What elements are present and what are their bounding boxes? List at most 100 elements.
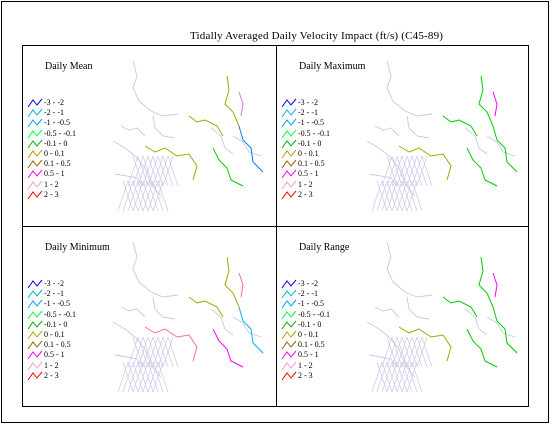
legend-item: 2 - 3 — [27, 190, 76, 200]
channel-outline — [374, 306, 400, 318]
legend-swatch — [27, 361, 43, 370]
legend-label: 0.1 - 0.5 — [298, 159, 325, 169]
channel-impact — [238, 91, 244, 117]
legend-label: 0.1 - 0.5 — [44, 340, 71, 350]
legend-label: 0.5 - 1 — [298, 169, 319, 179]
legend-swatch — [281, 371, 297, 381]
legend-line — [281, 139, 297, 149]
legend-swatch — [281, 300, 297, 309]
legend-label: -0.1 - 0 — [44, 138, 68, 148]
legend-swatch — [281, 190, 297, 200]
channel-outline — [392, 281, 433, 298]
legend-line — [27, 119, 43, 128]
bay-mesh — [117, 180, 169, 212]
legend-item: 2 - 3 — [281, 190, 330, 200]
bay-mesh — [371, 180, 423, 212]
legend-label: -0.1 - 0 — [44, 319, 68, 329]
channel-impact — [238, 272, 244, 298]
legend: -3 - -2 -2 - -1 -1 - -0.5 -0.5 - -0.1 -0.1 -… — [27, 279, 76, 381]
legend-line — [27, 170, 43, 179]
figure-title: Tidally Averaged Daily Velocity Impact (… — [190, 30, 444, 42]
legend-item: -3 - -2 — [281, 98, 330, 108]
channel-outline — [120, 306, 146, 318]
legend-line — [27, 289, 43, 299]
legend-item: -0.1 - 0 — [281, 320, 330, 330]
legend-swatch — [27, 310, 43, 319]
legend-label: -1 - -0.5 — [44, 299, 70, 309]
legend-item: 1 - 2 — [27, 361, 76, 371]
legend-line — [281, 129, 297, 138]
legend-label: -2 - -1 — [298, 289, 318, 299]
channel-outline — [386, 241, 394, 283]
legend-swatch — [27, 300, 43, 309]
legend-item: 0 - 0.1 — [281, 330, 330, 340]
panel-daily-mean: Daily Mean -3 - -2 -2 - -1 -1 - -0.5 -0.5 - … — [23, 46, 277, 227]
legend-line — [281, 371, 297, 381]
legend-line — [281, 310, 297, 319]
legend-swatch — [27, 320, 43, 330]
legend-swatch — [27, 159, 43, 169]
legend-line — [27, 361, 43, 370]
legend-label: 1 - 2 — [298, 360, 313, 370]
legend-swatch — [281, 310, 297, 319]
legend-item: 0.5 - 1 — [27, 169, 76, 179]
legend-item: -3 - -2 — [27, 279, 76, 289]
legend-swatch — [281, 170, 297, 179]
channel-impact — [144, 326, 198, 362]
channel-outline — [406, 115, 430, 139]
channel-outline — [486, 316, 516, 338]
channel-outline — [464, 127, 488, 155]
channel-outline — [232, 316, 262, 338]
legend-swatch — [281, 330, 297, 340]
legend-line — [27, 129, 43, 138]
legend-line — [27, 139, 43, 149]
legend-item: 0.1 - 0.5 — [27, 159, 76, 169]
channel-outline — [464, 308, 488, 336]
channel-outline — [486, 135, 516, 157]
panel-title: Daily Maximum — [299, 61, 366, 72]
channel-outline — [138, 281, 179, 298]
legend-swatch — [27, 139, 43, 149]
channel-outline — [368, 173, 398, 187]
delta-map — [366, 60, 518, 212]
legend-item: -1 - -0.5 — [27, 118, 76, 128]
legend-item: -3 - -2 — [27, 98, 76, 108]
legend-label: 0 - 0.1 — [298, 330, 319, 340]
legend-line — [281, 190, 297, 200]
legend-line — [27, 320, 43, 330]
channel-outline — [406, 296, 430, 320]
legend-item: -0.5 - -0.1 — [27, 310, 76, 320]
channel-outline — [114, 354, 144, 368]
bay-mesh — [127, 336, 179, 368]
legend-line — [281, 340, 297, 350]
legend-line — [281, 361, 297, 370]
legend-label: -3 - -2 — [298, 98, 318, 108]
legend-swatch — [281, 340, 297, 350]
legend-line — [27, 340, 43, 350]
channel-impact — [466, 147, 498, 187]
legend-line — [27, 310, 43, 319]
panel-title: Daily Minimum — [45, 242, 110, 253]
legend-swatch — [27, 170, 43, 179]
legend-label: -0.5 - -0.1 — [298, 128, 330, 138]
channel-impact — [238, 125, 264, 173]
legend-line — [281, 320, 297, 330]
legend-swatch — [281, 159, 297, 169]
legend-item: -0.1 - 0 — [27, 320, 76, 330]
legend-item: 0.5 - 1 — [27, 350, 76, 360]
legend-item: 1 - 2 — [27, 180, 76, 190]
legend-label: 2 - 3 — [298, 370, 313, 380]
channel-outline — [232, 135, 262, 157]
legend-swatch — [281, 180, 297, 189]
channel-impact — [492, 306, 518, 354]
legend-line — [281, 351, 297, 360]
legend-line — [281, 149, 297, 159]
legend-line — [281, 289, 297, 299]
legend-label: 0.1 - 0.5 — [298, 340, 325, 350]
channel-outline — [152, 115, 176, 139]
legend-swatch — [281, 149, 297, 159]
legend-line — [27, 300, 43, 309]
legend-label: 0 - 0.1 — [44, 149, 65, 159]
legend-label: 0.5 - 1 — [298, 350, 319, 360]
legend-line — [27, 279, 43, 289]
